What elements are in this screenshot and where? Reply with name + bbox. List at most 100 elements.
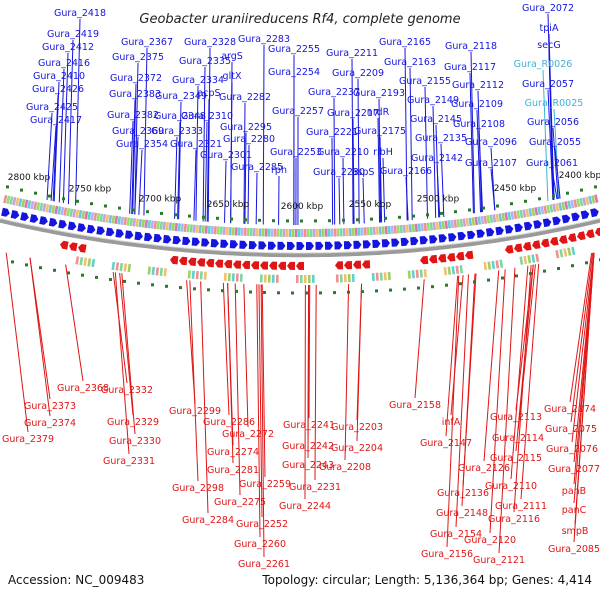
gene-label[interactable]: Gura_2244	[279, 501, 331, 512]
gene-label[interactable]: Gura_2272	[222, 429, 274, 440]
gene-label[interactable]: Gura_2281	[207, 465, 259, 476]
gene-label[interactable]: Gura_2379	[2, 434, 54, 445]
gene-label[interactable]: Gura_2109	[451, 99, 503, 110]
gene-label[interactable]: Gura_2283	[238, 34, 290, 45]
gene-label[interactable]: Gura_2074	[544, 404, 596, 415]
gene-label[interactable]: Gura_2328	[184, 37, 236, 48]
gene-label[interactable]: Gura_2076	[546, 444, 598, 455]
gene-label[interactable]: Gura_2115	[490, 453, 542, 464]
gene-label[interactable]: Gura_2149	[407, 95, 459, 106]
gene-label[interactable]: Gura_2116	[488, 514, 540, 525]
gene-label[interactable]: Gura_2418	[54, 8, 106, 19]
gene-label[interactable]: Gura_2416	[38, 58, 90, 69]
gene-label[interactable]: Gura_2367	[121, 37, 173, 48]
gene-label[interactable]: Gura_2369	[112, 126, 164, 137]
gene-label[interactable]: Gura_2147	[420, 438, 472, 449]
gene-label[interactable]: Gura_2410	[33, 71, 85, 82]
gene-label[interactable]: Gura_2237	[308, 87, 360, 98]
gene-label[interactable]: secG	[537, 40, 560, 51]
gene-label[interactable]: Gura_2298	[172, 483, 224, 494]
gene-label[interactable]: ribH	[373, 147, 393, 158]
gene-label[interactable]: Gura_2274	[207, 447, 259, 458]
gene-label[interactable]: Gura_2257	[272, 106, 324, 117]
gene-label[interactable]: Gura_2107	[465, 158, 517, 169]
gene-label[interactable]: Gura_2372	[110, 73, 162, 84]
gene-label[interactable]: Gura_2417	[30, 115, 82, 126]
gene-label[interactable]: Gura_2330	[109, 436, 161, 447]
gene-label[interactable]: Gura_2165	[379, 37, 431, 48]
gene-label[interactable]: Gura_2108	[453, 119, 505, 130]
gene-label[interactable]: Gura_2126	[458, 463, 510, 474]
gene-label[interactable]: nrdR	[367, 107, 390, 118]
gene-label[interactable]: Gura_2375	[112, 52, 164, 63]
gene-label[interactable]: Gura_2111	[495, 501, 547, 512]
gene-label[interactable]: Gura_2155	[399, 76, 451, 87]
gene-label[interactable]: Gura_2295	[220, 122, 272, 133]
gene-label[interactable]: Gura_2166	[380, 166, 432, 177]
gene-label[interactable]: Gura_2075	[545, 424, 597, 435]
gene-label[interactable]: Gura_2112	[452, 80, 504, 91]
gene-label[interactable]: Gura_2285	[231, 162, 283, 173]
gene-label[interactable]: Gura_2163	[384, 57, 436, 68]
gene-label[interactable]: Gura_2135	[415, 133, 467, 144]
gene-label[interactable]: Gura_2329	[107, 417, 159, 428]
gene-label[interactable]: Gura_2096	[465, 137, 517, 148]
gene-label[interactable]: Gura_2374	[24, 418, 76, 429]
gene-label[interactable]: Gura_2193	[353, 88, 405, 99]
gene-label[interactable]: Gura_2142	[411, 153, 463, 164]
gene-label[interactable]: Gura_2335	[179, 56, 231, 67]
gene-label[interactable]: Gura_2333	[151, 126, 203, 137]
gene-label[interactable]: Gura_R0025	[525, 98, 584, 109]
gene-label[interactable]: smpB	[562, 526, 589, 537]
gene-label[interactable]: tpiA	[540, 23, 559, 34]
gene-label[interactable]: Gura_2056	[527, 117, 579, 128]
gene-label[interactable]: Gura_2425	[26, 102, 78, 113]
gene-label[interactable]: Gura_2259	[239, 479, 291, 490]
gene-label[interactable]: Gura_2148	[436, 508, 488, 519]
gene-label[interactable]: Gura_2260	[234, 539, 286, 550]
gene-label[interactable]: Gura_2286	[203, 417, 255, 428]
gene-label[interactable]: Gura_2354	[116, 139, 168, 150]
gene-label[interactable]: Gura_2136	[437, 488, 489, 499]
gene-label[interactable]: argS	[221, 51, 243, 62]
gene-label[interactable]: Gura_2156	[421, 549, 473, 560]
gene-label[interactable]: Gura_2072	[522, 3, 574, 14]
gene-label[interactable]: Gura_R0026	[514, 59, 573, 70]
gene-label[interactable]: Gura_2334	[172, 75, 224, 86]
gene-label[interactable]: Gura_2231	[289, 482, 341, 493]
gene-label[interactable]: Gura_2280	[223, 134, 275, 145]
gene-label[interactable]: Gura_2114	[492, 433, 544, 444]
gene-label[interactable]: Gura_2175	[354, 126, 406, 137]
gene-label[interactable]: Gura_2208	[319, 462, 371, 473]
gene-label[interactable]: rph	[271, 165, 287, 176]
gene-label[interactable]: Gura_2057	[522, 79, 574, 90]
gene-label[interactable]: Gura_2203	[331, 422, 383, 433]
gene-label[interactable]: Gura_2301	[200, 150, 252, 161]
gene-label[interactable]: Gura_2120	[464, 535, 516, 546]
gene-label[interactable]: Gura_2419	[47, 29, 99, 40]
gene-label[interactable]: Gura_2061	[526, 158, 578, 169]
gene-label[interactable]: Gura_2261	[238, 559, 290, 570]
gene-label[interactable]: Gura_2253	[270, 147, 322, 158]
gene-label[interactable]: Gura_2145	[410, 114, 462, 125]
gene-label[interactable]: Gura_2158	[389, 400, 441, 411]
gene-label[interactable]: Gura_2117	[444, 62, 496, 73]
gene-label[interactable]: Gura_2368	[57, 383, 109, 394]
gene-label[interactable]: panB	[562, 486, 586, 497]
gene-label[interactable]: Gura_2426	[32, 84, 84, 95]
gene-label[interactable]: Gura_2118	[445, 41, 497, 52]
gene-label[interactable]: gltX	[223, 71, 242, 82]
gene-label[interactable]: Gura_2252	[236, 519, 288, 530]
gene-label[interactable]: Gura_2282	[219, 92, 271, 103]
gene-label[interactable]: Gura_2275	[214, 497, 266, 508]
gene-label[interactable]: Gura_2299	[169, 406, 221, 417]
gene-label[interactable]: Gura_2085	[548, 544, 600, 555]
gene-label[interactable]: acpS	[197, 88, 220, 99]
gene-label[interactable]: Gura_2332	[101, 385, 153, 396]
gene-label[interactable]: Gura_2383	[109, 89, 161, 100]
gene-label[interactable]: Gura_2230	[313, 167, 365, 178]
gene-label[interactable]: Gura_2382	[107, 110, 159, 121]
gene-label[interactable]: panC	[562, 505, 587, 516]
gene-label[interactable]: Gura_2055	[529, 137, 581, 148]
gene-label[interactable]: Gura_2242	[282, 441, 334, 452]
